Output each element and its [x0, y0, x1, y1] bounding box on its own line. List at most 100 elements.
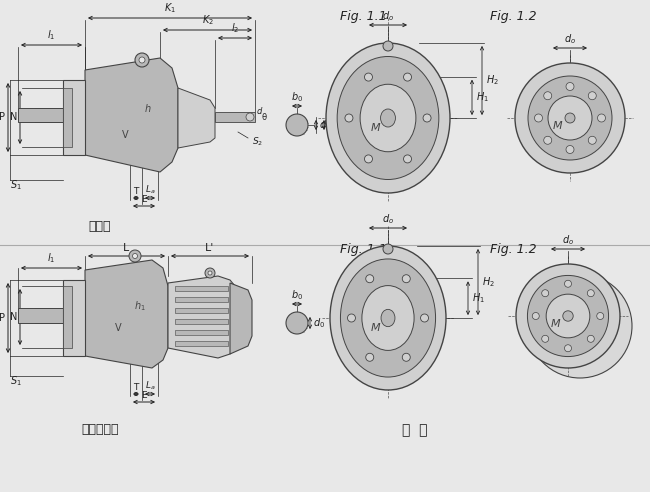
Text: $b_0$: $b_0$ — [291, 288, 303, 302]
Circle shape — [588, 290, 594, 297]
Text: 电机直联型: 电机直联型 — [81, 423, 119, 436]
Polygon shape — [63, 280, 85, 356]
Circle shape — [348, 314, 356, 322]
Circle shape — [541, 335, 549, 342]
Polygon shape — [168, 276, 235, 358]
Circle shape — [404, 155, 411, 163]
Polygon shape — [175, 341, 228, 346]
Circle shape — [544, 92, 552, 100]
Ellipse shape — [360, 84, 416, 152]
Text: $h_1$: $h_1$ — [134, 299, 146, 313]
Circle shape — [588, 136, 596, 144]
Polygon shape — [18, 308, 65, 323]
Circle shape — [588, 92, 596, 100]
Text: d: d — [25, 311, 31, 320]
Text: $d_o$: $d_o$ — [564, 32, 576, 46]
Text: N: N — [10, 113, 17, 123]
Text: $l_2$: $l_2$ — [231, 21, 239, 35]
Text: $d_o$: $d_o$ — [562, 233, 574, 247]
Circle shape — [383, 244, 393, 254]
Circle shape — [135, 53, 149, 67]
Text: $d_o$: $d_o$ — [382, 9, 394, 23]
Circle shape — [286, 114, 308, 136]
Text: $d_0$: $d_0$ — [326, 118, 338, 132]
Ellipse shape — [381, 309, 395, 327]
Text: $H_2$: $H_2$ — [482, 275, 495, 289]
Polygon shape — [178, 88, 215, 148]
Polygon shape — [63, 286, 72, 348]
Text: 双轴型: 双轴型 — [89, 220, 111, 233]
Text: T: T — [133, 187, 138, 196]
Text: N: N — [10, 312, 17, 322]
Circle shape — [402, 353, 410, 361]
Text: $S_2$: $S_2$ — [252, 136, 263, 148]
Text: T: T — [133, 383, 138, 392]
Circle shape — [544, 136, 552, 144]
Circle shape — [366, 353, 374, 361]
Text: $L_a$: $L_a$ — [145, 379, 155, 392]
Text: $l_1$: $l_1$ — [47, 251, 56, 265]
Circle shape — [365, 73, 372, 81]
Circle shape — [528, 76, 612, 160]
Text: $d_o$: $d_o$ — [382, 212, 394, 226]
Circle shape — [208, 271, 212, 275]
Polygon shape — [230, 283, 252, 354]
Text: $L_a$: $L_a$ — [145, 184, 155, 196]
Text: Fig. 1.2: Fig. 1.2 — [490, 10, 537, 23]
Ellipse shape — [380, 109, 395, 127]
Circle shape — [541, 290, 549, 297]
Circle shape — [548, 96, 592, 140]
Ellipse shape — [326, 43, 450, 193]
Circle shape — [532, 312, 540, 319]
Circle shape — [597, 312, 604, 319]
Circle shape — [421, 314, 428, 322]
Circle shape — [366, 275, 374, 283]
Text: $b_0$: $b_0$ — [291, 90, 303, 104]
Ellipse shape — [330, 246, 446, 390]
Circle shape — [566, 83, 574, 91]
Circle shape — [565, 113, 575, 123]
Text: $H_1$: $H_1$ — [476, 91, 489, 104]
Ellipse shape — [337, 57, 439, 180]
Circle shape — [383, 41, 393, 51]
Text: V: V — [122, 130, 128, 140]
Polygon shape — [63, 80, 85, 155]
Text: L': L' — [205, 243, 214, 253]
Circle shape — [563, 311, 573, 321]
Polygon shape — [18, 108, 65, 122]
Circle shape — [133, 253, 138, 258]
Circle shape — [588, 335, 594, 342]
Text: d: d — [257, 107, 263, 117]
Text: $S_1$: $S_1$ — [10, 374, 22, 388]
Circle shape — [423, 114, 431, 122]
Text: M: M — [553, 121, 563, 131]
Text: V: V — [114, 323, 122, 333]
Ellipse shape — [362, 285, 414, 350]
Circle shape — [246, 113, 254, 121]
Text: M: M — [551, 319, 561, 329]
Text: d: d — [25, 111, 31, 120]
Circle shape — [597, 114, 606, 122]
Text: P: P — [0, 113, 5, 123]
Circle shape — [564, 280, 571, 287]
Circle shape — [515, 63, 625, 173]
Circle shape — [404, 73, 411, 81]
Circle shape — [516, 264, 620, 368]
Circle shape — [345, 114, 353, 122]
Text: $H_2$: $H_2$ — [486, 74, 499, 88]
Text: 图  二: 图 二 — [402, 423, 428, 437]
Polygon shape — [85, 260, 168, 368]
Text: $K_1$: $K_1$ — [164, 1, 176, 15]
Circle shape — [528, 274, 632, 378]
Circle shape — [546, 294, 590, 338]
Text: $H_1$: $H_1$ — [472, 291, 485, 305]
Text: E: E — [141, 391, 147, 400]
Polygon shape — [215, 112, 255, 122]
Polygon shape — [175, 286, 228, 291]
Text: Fig. 1.2: Fig. 1.2 — [490, 243, 537, 256]
Polygon shape — [63, 88, 72, 147]
Text: $K_2$: $K_2$ — [202, 13, 213, 27]
Circle shape — [365, 155, 372, 163]
Circle shape — [129, 250, 141, 262]
Polygon shape — [175, 297, 228, 302]
